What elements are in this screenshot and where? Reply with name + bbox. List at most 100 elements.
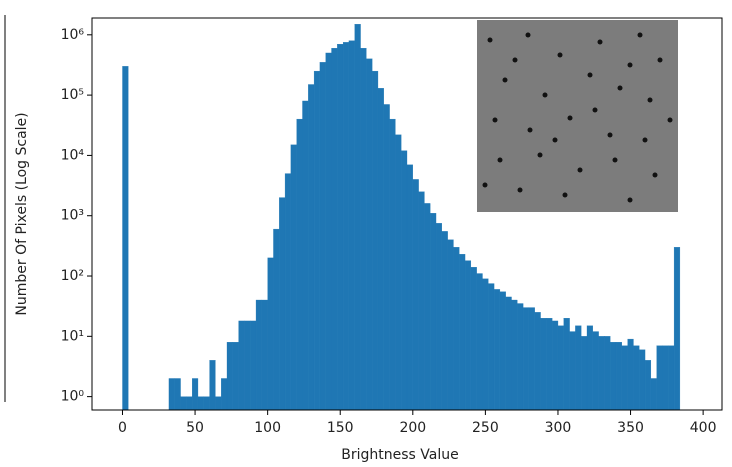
- bar: [499, 291, 506, 411]
- bar: [250, 320, 257, 411]
- x-tick-label: 200: [399, 420, 426, 436]
- y-tick-label: 10⁰: [61, 389, 85, 405]
- bar: [279, 197, 286, 411]
- bar: [656, 345, 663, 411]
- bar: [313, 70, 321, 411]
- x-tick-label: 100: [254, 420, 281, 436]
- bar: [203, 396, 210, 411]
- bar: [192, 378, 199, 411]
- bar: [447, 239, 454, 411]
- bar: [505, 296, 512, 411]
- bar: [639, 349, 646, 411]
- bar: [284, 173, 292, 411]
- bar: [325, 52, 332, 411]
- bar: [488, 283, 495, 411]
- plot-frame: [91, 17, 723, 411]
- bar: [598, 336, 605, 411]
- bar: [221, 378, 228, 411]
- bar: [308, 84, 315, 411]
- y-tick-label: 10⁴: [61, 147, 85, 163]
- bar: [337, 44, 344, 411]
- bar: [342, 42, 350, 411]
- bar: [464, 260, 472, 411]
- bar: [441, 231, 448, 411]
- bar: [366, 58, 373, 411]
- bar: [302, 100, 309, 411]
- x-tick-label: 250: [472, 420, 499, 436]
- bar: [453, 247, 460, 411]
- bar: [418, 191, 425, 411]
- bar: [621, 345, 628, 411]
- y-axis-label: Number Of Pixels (Log Scale): [14, 112, 30, 315]
- bar: [261, 299, 268, 411]
- bar: [255, 299, 262, 411]
- bar: [476, 273, 483, 411]
- bar: [354, 24, 361, 411]
- x-tick-label: 0: [118, 420, 127, 436]
- bar: [517, 303, 524, 411]
- bar: [435, 223, 442, 411]
- y-tick-label: 10⁶: [61, 27, 85, 43]
- bar: [627, 338, 634, 411]
- bar: [662, 345, 669, 411]
- bar: [383, 104, 390, 411]
- bar: [430, 213, 437, 411]
- bar: [511, 299, 518, 411]
- bar: [610, 342, 617, 411]
- bar: [348, 40, 355, 411]
- x-tick-label: 50: [186, 420, 204, 436]
- y-tick-label: 10³: [61, 208, 84, 224]
- bar: [238, 320, 245, 411]
- bar: [296, 118, 303, 411]
- bar: [273, 228, 280, 411]
- x-tick-label: 150: [327, 420, 354, 436]
- bar: [633, 345, 640, 411]
- bar: [186, 396, 193, 411]
- bar: [290, 144, 297, 411]
- bar: [226, 342, 233, 411]
- bars: [122, 24, 681, 411]
- bar: [215, 396, 222, 411]
- bar: [244, 320, 251, 411]
- x-tick-label: 350: [617, 420, 644, 436]
- bar: [540, 318, 547, 411]
- bar: [569, 331, 576, 411]
- bar: [557, 325, 564, 411]
- y-tick-label: 10⁵: [61, 87, 84, 103]
- x-axis-label: Brightness Value: [341, 447, 458, 463]
- bar: [360, 48, 367, 411]
- y-tick-label: 10¹: [61, 328, 84, 344]
- bar: [615, 342, 622, 411]
- bar: [174, 378, 181, 411]
- bar: [267, 257, 274, 411]
- bar: [581, 336, 588, 411]
- bar: [319, 62, 326, 411]
- bar: [668, 345, 675, 411]
- x-tick-label: 400: [690, 420, 717, 436]
- bar: [522, 307, 530, 411]
- bar: [209, 360, 216, 411]
- bar: [395, 134, 402, 411]
- bar: [406, 164, 413, 411]
- bar: [470, 267, 477, 411]
- inset-image: [477, 20, 678, 212]
- bar: [389, 118, 396, 411]
- bar: [546, 318, 553, 411]
- bar: [482, 278, 489, 411]
- bar: [673, 247, 681, 411]
- bar: [122, 66, 129, 411]
- bar: [575, 325, 582, 411]
- bar: [528, 307, 535, 411]
- bar: [534, 312, 541, 411]
- bar: [493, 289, 501, 411]
- bar: [563, 318, 570, 411]
- bar: [331, 48, 338, 411]
- bar: [604, 336, 611, 411]
- bar: [372, 70, 379, 411]
- bar: [377, 88, 384, 411]
- y-tick-label: 10²: [61, 268, 84, 284]
- x-tick-label: 300: [545, 420, 572, 436]
- bar: [168, 378, 175, 411]
- bar: [586, 325, 593, 411]
